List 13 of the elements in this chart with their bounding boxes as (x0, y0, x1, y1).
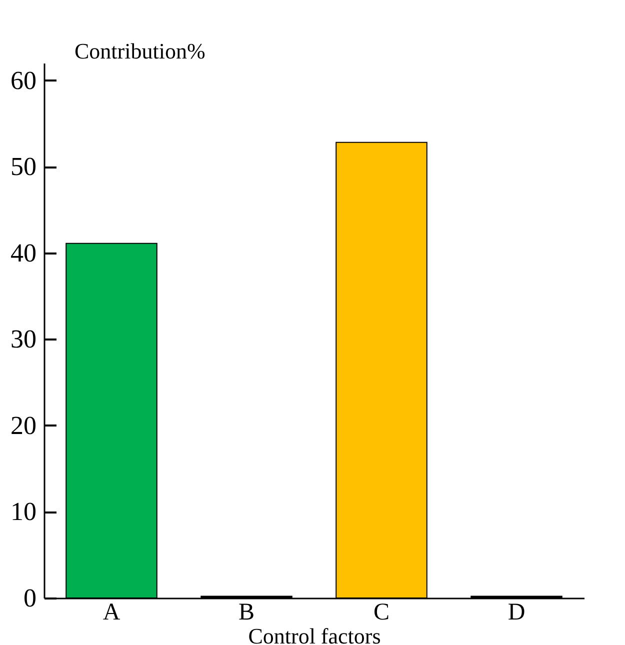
y-tick-label: 40 (10, 238, 36, 268)
x-tick-label: C (373, 600, 390, 626)
y-tick-label: 10 (10, 497, 36, 526)
y-axis-title: Contribution% (74, 38, 206, 64)
y-tick-label: 30 (10, 324, 36, 354)
x-tick-label: B (238, 600, 255, 626)
x-tick-label: D (508, 600, 526, 626)
y-tick-label: 60 (10, 66, 36, 95)
y-tick-label: 20 (10, 410, 36, 440)
y-tick-label: 0 (24, 584, 36, 612)
y-tick-label: 50 (10, 152, 36, 182)
x-axis-title: Control factors (248, 624, 381, 645)
x-tick-label: A (102, 600, 121, 626)
